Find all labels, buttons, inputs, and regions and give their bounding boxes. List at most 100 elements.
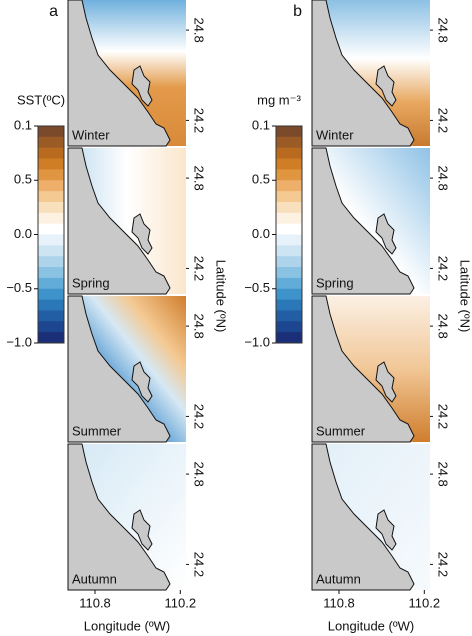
y-tick-label: 24.2: [436, 552, 451, 577]
colorbar-swatch: [38, 147, 64, 160]
colorbar-tick-label: 0.1: [252, 117, 270, 132]
map-panel: Winter: [67, 0, 186, 147]
land: [311, 0, 415, 147]
colorbar-title: SST(ºC): [17, 92, 65, 107]
colorbar-swatch: [38, 277, 64, 290]
colorbar-tick-label: −1.0: [6, 334, 32, 349]
season-label: Summer: [316, 423, 366, 438]
colorbar-swatch: [38, 191, 64, 203]
colorbar-swatch: [38, 212, 64, 225]
colorbar-tick-label: 0.5: [14, 172, 32, 187]
y-tick-label: 24.8: [192, 165, 207, 190]
y-tick-label: 24.2: [436, 108, 451, 133]
island: [375, 65, 397, 107]
colorbar-title: mg m⁻³: [257, 92, 301, 107]
map-panel: Summer: [67, 295, 186, 443]
island: [131, 65, 153, 107]
island: [375, 213, 397, 255]
season-label: Spring: [316, 275, 354, 290]
land: [311, 147, 415, 295]
y-tick-label: 24.2: [192, 552, 207, 577]
map-panel: Spring: [311, 147, 430, 295]
colorbar-tick-label: 0.0: [14, 226, 32, 241]
colorbar-swatch: [38, 256, 64, 268]
colorbar-swatch: [38, 299, 64, 311]
land: [67, 295, 171, 443]
map-panel: Winter: [311, 0, 430, 147]
land: [67, 147, 171, 295]
island: [131, 213, 153, 255]
colorbar-swatch: [276, 147, 302, 160]
colorbar-swatch: [276, 310, 302, 322]
y-tick-label: 24.8: [436, 17, 451, 42]
colorbar-swatch: [276, 234, 302, 246]
x-axis-label: Longitude (ºW): [84, 618, 170, 633]
land: [67, 443, 171, 591]
colorbar-swatch: [276, 299, 302, 311]
colorbar-tick-label: 0.0: [252, 226, 270, 241]
colorbar-swatch: [276, 277, 302, 290]
map-panel: Autumn: [67, 443, 186, 591]
colorbar-swatch: [38, 136, 64, 149]
colorbar-swatch: [276, 212, 302, 225]
y-tick-label: 24.2: [192, 108, 207, 133]
colorbar-swatch: [38, 332, 64, 344]
y-tick-label: 24.2: [192, 256, 207, 281]
y-tick-label: 24.2: [436, 256, 451, 281]
colorbar-tick-label: 0.1: [14, 117, 32, 132]
x-tick-label: 110.2: [409, 595, 441, 610]
y-axis-label: Latitude (ºN): [214, 260, 229, 333]
colorbar-swatch: [276, 256, 302, 268]
colorbar-swatch: [276, 191, 302, 203]
colorbar-swatch: [276, 245, 302, 257]
colorbar-swatch: [276, 158, 302, 170]
y-tick-label: 24.8: [192, 17, 207, 42]
colorbar-swatch: [38, 234, 64, 246]
colorbar-swatch: [38, 267, 64, 279]
island: [375, 509, 397, 551]
colorbar-tick-label: −0.5: [244, 280, 270, 295]
land: [67, 0, 171, 147]
colorbar-swatch: [38, 126, 64, 138]
colorbar-tick-label: 0.5: [252, 172, 270, 187]
colorbar-swatch: [276, 180, 302, 192]
season-label: Winter: [72, 127, 110, 142]
map-panel: Summer: [311, 295, 430, 443]
x-axis-label: Longitude (ºW): [328, 618, 414, 633]
season-label: Winter: [316, 127, 354, 142]
y-tick-label: 24.8: [192, 461, 207, 486]
land: [311, 443, 415, 591]
colorbar-swatch: [38, 288, 64, 301]
colorbar-swatch: [276, 201, 302, 214]
colorbar-swatch: [276, 126, 302, 138]
colorbar-swatch: [38, 223, 64, 235]
land: [311, 295, 415, 443]
colorbar-swatch: [276, 223, 302, 235]
colorbar-swatch: [38, 321, 64, 333]
colorbar-swatch: [276, 321, 302, 333]
season-label: Autumn: [72, 571, 117, 586]
colorbar-tick-label: −0.5: [6, 280, 32, 295]
island: [131, 509, 153, 551]
x-tick-label: 110.8: [323, 595, 355, 610]
colorbar-swatch: [38, 158, 64, 170]
colorbar-swatch: [276, 288, 302, 301]
y-tick-label: 24.8: [436, 313, 451, 338]
y-tick-label: 24.8: [436, 165, 451, 190]
panel-label: b: [293, 3, 302, 20]
colorbar-tick-label: −1.0: [244, 334, 270, 349]
colorbar-swatch: [38, 169, 64, 181]
colorbar-swatch: [38, 310, 64, 322]
map-panel: Spring: [67, 147, 186, 295]
y-tick-label: 24.8: [192, 313, 207, 338]
season-label: Autumn: [316, 571, 361, 586]
colorbar-swatch: [276, 332, 302, 344]
colorbar-swatch: [276, 267, 302, 279]
colorbar-swatch: [38, 245, 64, 257]
panel-label: a: [49, 3, 58, 20]
y-axis-label: Latitude (ºN): [458, 260, 472, 333]
season-label: Spring: [72, 275, 110, 290]
colorbar-swatch: [276, 136, 302, 149]
map-panel: Autumn: [311, 443, 430, 591]
